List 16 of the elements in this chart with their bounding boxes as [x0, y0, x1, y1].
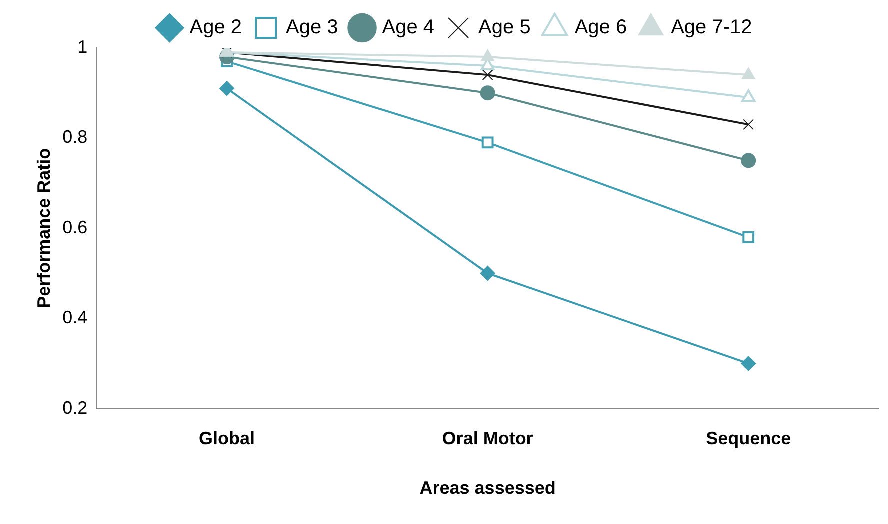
- y-tick-label: 0.4: [62, 308, 88, 328]
- x-tick-label: Global: [199, 428, 256, 449]
- y-tick-label: 0.2: [62, 398, 88, 418]
- legend-label: Age 6: [574, 16, 628, 39]
- legend-label: Age 4: [382, 16, 435, 39]
- y-tick-label: 0.8: [62, 127, 88, 148]
- legend-label: Age 5: [478, 16, 531, 39]
- legend-label: Age 3: [286, 16, 338, 39]
- x-axis-title: Areas assessed: [420, 478, 556, 498]
- x-tick-label: Oral Motor: [442, 428, 534, 449]
- legend-label: Age 2: [190, 16, 242, 39]
- x-tick-label: Sequence: [706, 428, 792, 449]
- y-tick-label: 1: [78, 36, 88, 57]
- y-tick-label: 0.6: [62, 217, 88, 238]
- legend-label: Age 7-12: [671, 16, 752, 39]
- y-axis-title: Performance Ratio: [34, 148, 54, 308]
